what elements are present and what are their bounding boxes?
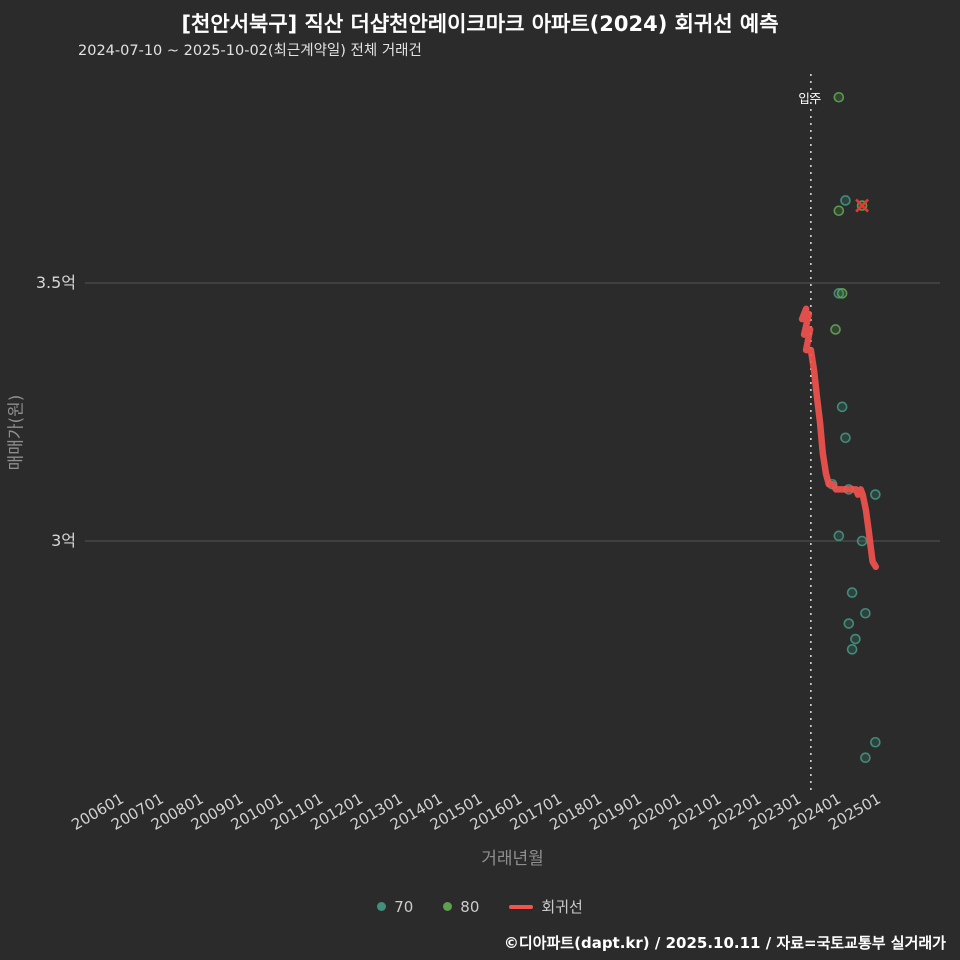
y-tick-label: 3억 bbox=[51, 531, 76, 550]
chart-subtitle: 2024-07-10 ~ 2025-10-02(최근계약일) 전체 거래건 bbox=[78, 43, 422, 59]
x-axis-title: 거래년월 bbox=[481, 849, 544, 869]
legend-item-80[interactable]: 80 bbox=[443, 898, 479, 916]
scatter-point-80[interactable] bbox=[836, 288, 848, 299]
scatter-point-70[interactable] bbox=[870, 489, 881, 500]
scatter-point-70[interactable] bbox=[856, 535, 868, 547]
legend-marker-80-dot-icon bbox=[443, 902, 453, 911]
move-in-label: 입주 bbox=[798, 91, 821, 106]
footer-credit: ©디아파트(dapt.kr) / 2025.10.11 / 자료=국토교통부 실… bbox=[503, 934, 946, 952]
legend-marker-회귀선-line-icon bbox=[509, 904, 534, 909]
scatter-point-70[interactable] bbox=[870, 736, 881, 748]
scatter-point-70[interactable] bbox=[833, 288, 845, 299]
scatter-point-80[interactable] bbox=[830, 324, 841, 335]
regression-line bbox=[798, 305, 880, 571]
legend-label: 회귀선 bbox=[541, 898, 583, 916]
legend-item-회귀선[interactable]: 회귀선 bbox=[509, 896, 583, 917]
scatter-point-70[interactable] bbox=[860, 607, 871, 619]
outlier-x-marker bbox=[855, 198, 869, 213]
legend-marker-70-dot-icon bbox=[377, 902, 387, 911]
scatter-point-80[interactable] bbox=[833, 205, 845, 217]
legend-label: 80 bbox=[460, 897, 480, 916]
legend-item-70[interactable]: 70 bbox=[377, 898, 413, 916]
scatter-point-70[interactable] bbox=[833, 530, 845, 542]
y-tick-label: 3.5억 bbox=[36, 273, 76, 292]
scatter-point-70[interactable] bbox=[846, 587, 858, 598]
scatter-point-70[interactable] bbox=[840, 195, 851, 206]
scatter-point-70[interactable] bbox=[860, 752, 871, 764]
page-title: [천안서북구] 직산 더샵천안레이크마크 아파트(2024) 회귀선 예측 bbox=[181, 12, 779, 36]
scatter-point-70[interactable] bbox=[843, 618, 855, 629]
scatter-point-70[interactable] bbox=[850, 633, 861, 645]
scatter-point-80[interactable] bbox=[833, 91, 845, 103]
legend: 70 80 회귀선 bbox=[0, 896, 960, 917]
scatter-point-70[interactable] bbox=[846, 644, 858, 655]
legend-label: 70 bbox=[394, 897, 414, 916]
scatter-point-70[interactable] bbox=[836, 401, 848, 413]
scatter-point-70[interactable] bbox=[840, 432, 851, 444]
